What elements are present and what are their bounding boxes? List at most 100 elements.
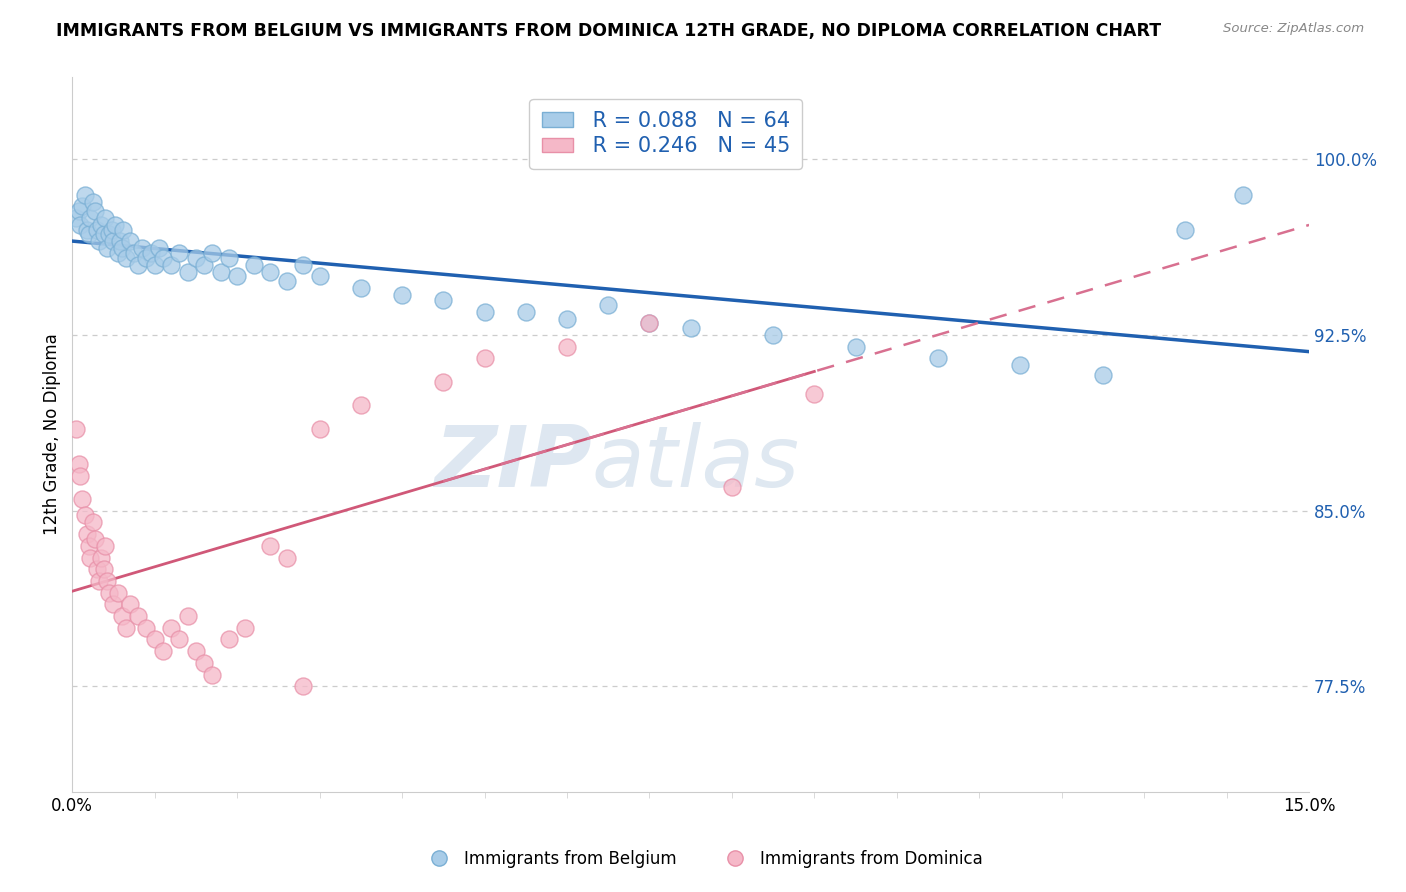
Point bbox=[65, 211, 87, 225]
Point bbox=[79, 211, 101, 225]
Point bbox=[69, 468, 91, 483]
Point bbox=[184, 251, 207, 265]
Point bbox=[218, 251, 240, 265]
Text: IMMIGRANTS FROM BELGIUM VS IMMIGRANTS FROM DOMINICA 12TH GRADE, NO DIPLOMA CORRE: IMMIGRANTS FROM BELGIUM VS IMMIGRANTS FR… bbox=[56, 22, 1161, 40]
Point bbox=[82, 194, 104, 209]
Point bbox=[391, 288, 413, 302]
Point bbox=[1091, 368, 1114, 382]
Point bbox=[308, 269, 330, 284]
Point bbox=[1174, 222, 1197, 236]
Point bbox=[160, 621, 183, 635]
Point bbox=[73, 508, 96, 523]
Point bbox=[96, 241, 118, 255]
Point bbox=[94, 539, 117, 553]
Point bbox=[90, 550, 112, 565]
Point bbox=[94, 211, 117, 225]
Point bbox=[209, 265, 232, 279]
Point bbox=[259, 539, 281, 553]
Point bbox=[1010, 359, 1032, 373]
Point bbox=[143, 258, 166, 272]
Point bbox=[70, 199, 93, 213]
Point bbox=[77, 227, 100, 242]
Point bbox=[555, 340, 578, 354]
Point bbox=[107, 585, 129, 599]
Point bbox=[108, 235, 131, 249]
Point bbox=[235, 621, 257, 635]
Point bbox=[103, 598, 125, 612]
Point bbox=[201, 667, 224, 681]
Point bbox=[927, 351, 949, 366]
Point bbox=[135, 251, 157, 265]
Point bbox=[77, 539, 100, 553]
Point bbox=[259, 265, 281, 279]
Point bbox=[112, 222, 135, 236]
Point bbox=[350, 281, 373, 295]
Text: atlas: atlas bbox=[592, 422, 800, 505]
Point bbox=[87, 574, 110, 588]
Point bbox=[103, 235, 125, 249]
Point bbox=[101, 222, 124, 236]
Point bbox=[65, 422, 87, 436]
Point bbox=[721, 480, 744, 494]
Point bbox=[292, 258, 315, 272]
Point bbox=[176, 265, 198, 279]
Point bbox=[76, 527, 98, 541]
Point bbox=[762, 328, 785, 343]
Point bbox=[79, 550, 101, 565]
Point bbox=[276, 550, 298, 565]
Point bbox=[114, 621, 136, 635]
Point bbox=[139, 246, 162, 260]
Point bbox=[292, 679, 315, 693]
Point bbox=[90, 218, 112, 232]
Point bbox=[98, 585, 121, 599]
Legend:  R = 0.088   N = 64,  R = 0.246   N = 45: R = 0.088 N = 64, R = 0.246 N = 45 bbox=[529, 99, 803, 169]
Point bbox=[96, 574, 118, 588]
Point bbox=[169, 246, 191, 260]
Point bbox=[193, 656, 215, 670]
Point bbox=[111, 241, 134, 255]
Point bbox=[845, 340, 868, 354]
Point bbox=[67, 457, 90, 471]
Text: ZIP: ZIP bbox=[434, 422, 592, 505]
Point bbox=[69, 218, 91, 232]
Point bbox=[67, 203, 90, 218]
Point bbox=[308, 422, 330, 436]
Point bbox=[82, 516, 104, 530]
Point bbox=[803, 386, 825, 401]
Point bbox=[638, 316, 661, 330]
Point bbox=[152, 644, 174, 658]
Point bbox=[169, 632, 191, 647]
Point bbox=[111, 609, 134, 624]
Point bbox=[598, 297, 620, 311]
Point bbox=[86, 562, 108, 576]
Point bbox=[515, 304, 537, 318]
Point bbox=[87, 235, 110, 249]
Point bbox=[93, 562, 115, 576]
Point bbox=[1232, 187, 1254, 202]
Point bbox=[107, 246, 129, 260]
Text: Source: ZipAtlas.com: Source: ZipAtlas.com bbox=[1223, 22, 1364, 36]
Point bbox=[76, 222, 98, 236]
Point bbox=[184, 644, 207, 658]
Point bbox=[350, 398, 373, 412]
Point bbox=[432, 293, 454, 307]
Point bbox=[118, 235, 141, 249]
Point bbox=[474, 304, 496, 318]
Point bbox=[93, 227, 115, 242]
Point bbox=[218, 632, 240, 647]
Point bbox=[104, 218, 127, 232]
Point bbox=[555, 311, 578, 326]
Point bbox=[86, 222, 108, 236]
Point bbox=[148, 241, 170, 255]
Point bbox=[127, 609, 149, 624]
Point bbox=[242, 258, 264, 272]
Point bbox=[84, 532, 107, 546]
Point bbox=[131, 241, 153, 255]
Point bbox=[201, 246, 224, 260]
Point bbox=[679, 321, 702, 335]
Point bbox=[193, 258, 215, 272]
Point bbox=[118, 598, 141, 612]
Point bbox=[143, 632, 166, 647]
Legend: Immigrants from Belgium, Immigrants from Dominica: Immigrants from Belgium, Immigrants from… bbox=[416, 844, 990, 875]
Y-axis label: 12th Grade, No Diploma: 12th Grade, No Diploma bbox=[44, 334, 60, 535]
